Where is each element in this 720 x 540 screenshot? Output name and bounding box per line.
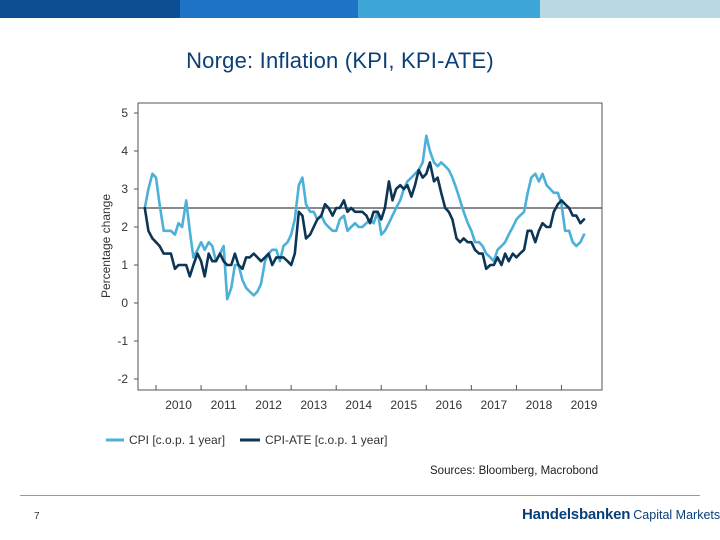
x-tick-label: 2013 bbox=[300, 398, 327, 412]
x-tick-label: 2010 bbox=[165, 398, 192, 412]
header-bar-segment bbox=[0, 0, 180, 18]
cpi-series-line bbox=[143, 134, 586, 301]
y-tick-label: 4 bbox=[121, 144, 128, 158]
x-tick-label: 2018 bbox=[526, 398, 553, 412]
x-tick-label: 2011 bbox=[211, 398, 237, 412]
sources-note: Sources: Bloomberg, Macrobond bbox=[430, 465, 599, 477]
brand-tagline: Capital Markets bbox=[633, 508, 720, 522]
plot-frame bbox=[137, 102, 603, 391]
x-tick-label: 2015 bbox=[390, 398, 417, 412]
x-tick-label: 2012 bbox=[255, 398, 282, 412]
y-tick-label: 5 bbox=[121, 106, 128, 120]
y-tick-label: 0 bbox=[121, 296, 128, 310]
y-tick-label: 1 bbox=[121, 258, 128, 272]
header-color-bar bbox=[0, 0, 720, 18]
page-number: 7 bbox=[34, 511, 40, 522]
y-tick-label: -1 bbox=[117, 334, 128, 348]
header-bar-segment bbox=[358, 0, 540, 18]
x-tick-label: 2014 bbox=[345, 398, 372, 412]
y-tick-label: 2 bbox=[121, 220, 128, 234]
x-tick-label: 2016 bbox=[435, 398, 462, 412]
y-tick-label: -2 bbox=[117, 372, 128, 386]
header-bar-segment bbox=[540, 0, 720, 18]
cpi-ate-series-line bbox=[143, 161, 586, 278]
x-tick-label: 2017 bbox=[481, 398, 508, 412]
brand-name: Handelsbanken bbox=[522, 506, 631, 523]
brand-logo: Handelsbanken Capital Markets bbox=[522, 506, 720, 524]
legend-label: CPI [c.o.p. 1 year] bbox=[129, 433, 225, 447]
header-bar-segment bbox=[180, 0, 358, 18]
y-tick-label: 3 bbox=[121, 182, 128, 196]
page-title: Norge: Inflation (KPI, KPI-ATE) bbox=[186, 48, 494, 73]
y-axis-label: Percentage change bbox=[99, 194, 113, 298]
x-tick-label: 2019 bbox=[571, 398, 598, 412]
legend-label: CPI-ATE [c.o.p. 1 year] bbox=[265, 433, 387, 447]
footer-divider bbox=[20, 495, 700, 496]
